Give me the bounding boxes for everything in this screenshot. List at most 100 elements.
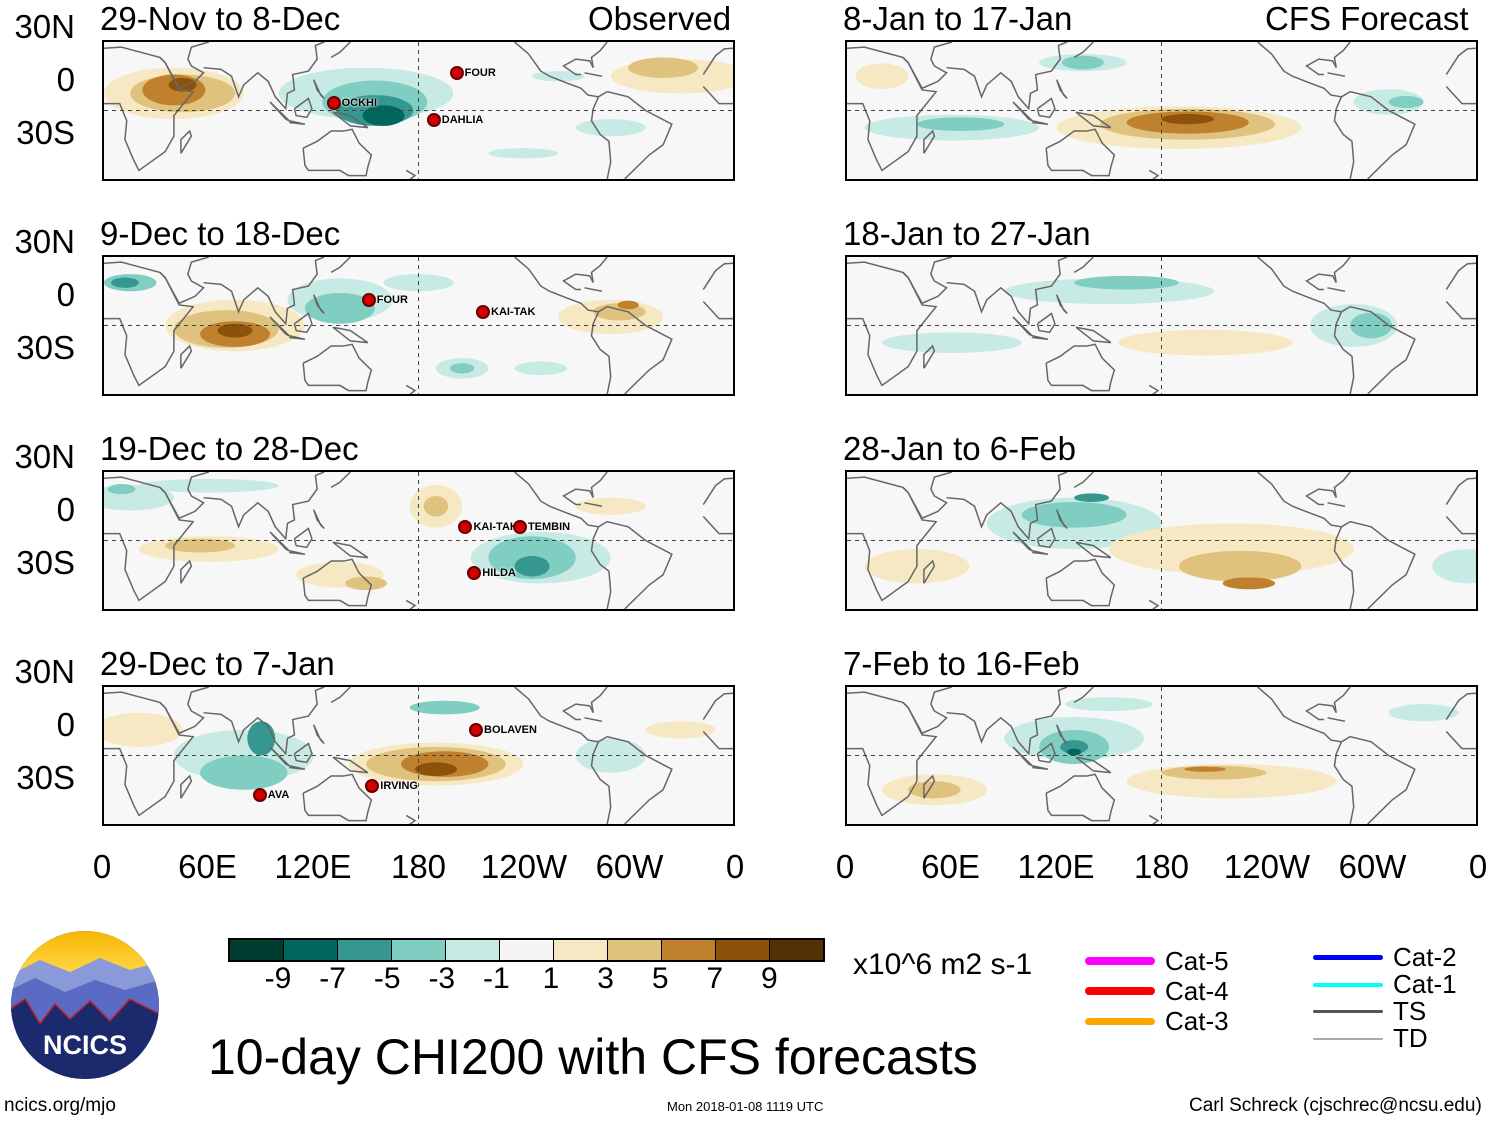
coastline <box>1032 121 1048 124</box>
coastline <box>1057 80 1067 99</box>
coastline <box>294 314 311 333</box>
coastline <box>1446 262 1476 385</box>
anomaly-contour <box>1074 493 1110 502</box>
anomaly-contour <box>1065 697 1153 711</box>
panel-title: 28-Jan to 6-Feb <box>843 430 1076 467</box>
anomaly-map <box>104 42 733 179</box>
lon-label: 0 <box>92 848 112 885</box>
coastline <box>331 472 350 487</box>
coastline <box>160 257 209 303</box>
footer-url[interactable]: ncics.org/mjo <box>4 1095 116 1116</box>
coastline <box>406 170 415 179</box>
coastline <box>270 747 289 766</box>
colorbar-swatch <box>770 940 823 960</box>
coastline <box>1046 344 1114 390</box>
panel-title: 18-Jan to 27-Jan <box>843 215 1091 252</box>
track-line-icon <box>1313 982 1383 987</box>
anomaly-contour <box>514 555 550 577</box>
coastline <box>1341 92 1414 179</box>
coastline <box>564 687 608 720</box>
map-panel <box>845 685 1478 826</box>
coastline <box>924 776 934 798</box>
lat-label: 0 <box>56 491 75 528</box>
tropical-cyclone-marker: KAI-TAK <box>476 305 536 320</box>
coastline <box>333 112 368 127</box>
coastline <box>1307 472 1351 505</box>
anomaly-contour <box>104 712 183 747</box>
coastline <box>584 718 601 721</box>
coastline <box>1258 472 1354 609</box>
anomaly-contour <box>1061 55 1104 70</box>
anomaly-contour <box>628 57 699 78</box>
coastline <box>1013 747 1032 766</box>
anomaly-contour <box>1432 549 1476 584</box>
cyclone-name: KAI-TAK <box>491 306 536 319</box>
cyclone-icon <box>469 723 483 738</box>
lat-label: 30N <box>14 653 75 690</box>
coastline <box>1149 815 1158 824</box>
coastline <box>1149 600 1158 609</box>
lat-label: 0 <box>56 706 75 743</box>
coastline <box>1057 510 1067 529</box>
map-panel <box>845 470 1478 611</box>
anomaly-contour <box>1353 89 1424 115</box>
anomaly-map <box>104 472 733 609</box>
cyclone-icon <box>252 788 267 803</box>
coastline <box>331 257 350 272</box>
anomaly-contour <box>617 300 639 310</box>
coastline <box>515 687 611 824</box>
cyclone-name: OCKHI <box>341 96 378 109</box>
colorbar-label: -9 <box>264 962 292 995</box>
legend-item: Cat-2 <box>1313 942 1457 972</box>
coastline <box>584 503 601 506</box>
coastline <box>160 42 209 88</box>
coastline <box>847 262 936 385</box>
coastline <box>598 737 671 824</box>
lon-label: 60E <box>178 848 237 885</box>
lon-label: 60W <box>1338 848 1407 885</box>
anomaly-contour <box>488 148 559 159</box>
anomaly-contour <box>304 292 375 324</box>
anomaly-contour <box>575 497 646 515</box>
coastline <box>598 92 671 179</box>
coastline <box>1327 288 1344 291</box>
coastline <box>1327 718 1344 721</box>
tropical-cyclone-marker: FOUR <box>361 293 408 308</box>
coastline <box>903 687 952 733</box>
anomaly-contour <box>916 117 1005 132</box>
coastline <box>181 776 191 798</box>
map-panel: FOUR OCKHI DAHLIA <box>102 40 735 181</box>
coastline <box>1327 503 1344 506</box>
coastline <box>1046 129 1114 175</box>
lat-label: 30N <box>14 438 75 475</box>
anomaly-contour <box>1161 113 1214 125</box>
anomaly-map <box>847 472 1476 609</box>
coastline <box>181 346 191 368</box>
coastline <box>314 295 324 314</box>
coastline <box>1341 737 1414 824</box>
cyclone-icon <box>512 520 527 535</box>
cyclone-name: KAI-TAK <box>473 521 518 534</box>
lon-label: 60E <box>921 848 980 885</box>
map-panel <box>845 255 1478 396</box>
lon-label: 180 <box>1133 848 1190 885</box>
legend-item: TD <box>1313 1023 1457 1053</box>
coastline <box>294 744 311 763</box>
anomaly-contour <box>449 363 475 374</box>
coastline <box>294 529 311 548</box>
coastline <box>204 42 325 109</box>
legend-label: Cat-4 <box>1165 975 1229 1006</box>
coastline <box>598 522 671 609</box>
coastline <box>331 687 350 702</box>
anomaly-map <box>104 257 733 394</box>
anomaly-contour <box>575 119 646 137</box>
colorbar-swatch <box>230 940 284 960</box>
cyclone-icon <box>326 95 341 110</box>
legend-item: Cat-1 <box>1313 969 1457 999</box>
coastline <box>314 80 324 99</box>
cyclone-icon <box>449 65 464 80</box>
cyclone-name: FOUR <box>376 293 408 306</box>
cyclone-name: DAHLIA <box>441 114 484 127</box>
coastline <box>903 472 952 518</box>
coastline <box>104 692 193 815</box>
